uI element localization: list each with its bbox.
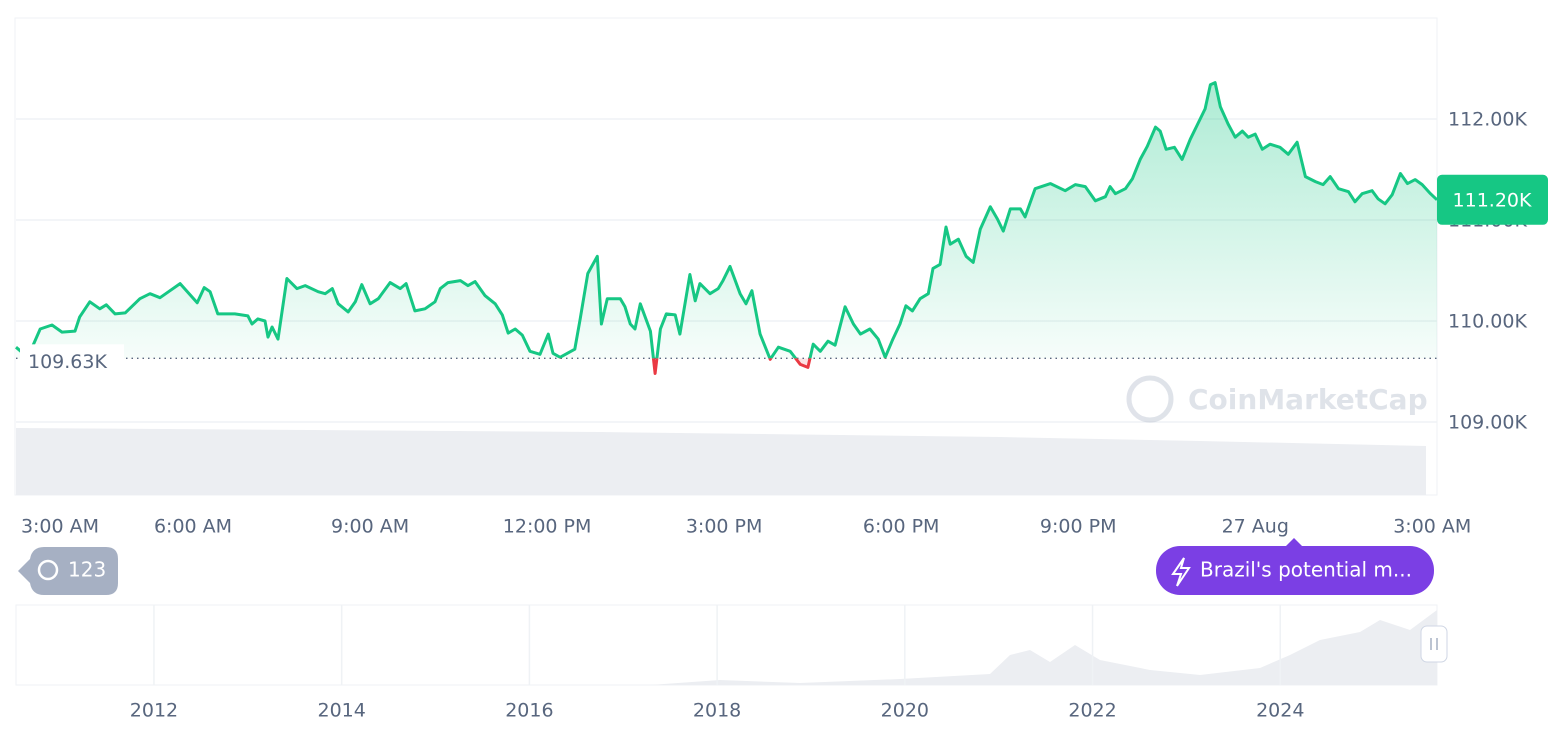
x-tick-label: 3:00 PM	[686, 516, 763, 538]
current-price-badge	[1437, 174, 1548, 225]
navigator-area	[16, 610, 1437, 685]
y-tick-label: 109.00K	[1448, 411, 1527, 433]
y-tick-label: 110.00K	[1448, 310, 1527, 332]
lightning-icon	[1171, 557, 1191, 587]
navigator-tick-label: 2020	[881, 700, 929, 722]
navigator-tick-label: 2016	[505, 700, 553, 722]
history-icon	[37, 559, 59, 581]
x-tick-label: 6:00 PM	[863, 516, 940, 538]
event-label: Brazil's potential m...	[1200, 558, 1412, 582]
navigator-tick-label: 2024	[1256, 700, 1304, 722]
x-tick-label: 6:00 AM	[154, 516, 232, 538]
watermark-logo	[1126, 375, 1174, 423]
current-price-label: 111.20K	[1453, 189, 1532, 211]
event-pointer	[1286, 538, 1302, 546]
price-line	[15, 81, 1439, 359]
y-tick-label: 112.00K	[1448, 108, 1527, 130]
navigator-tick-label: 2022	[1068, 700, 1116, 722]
navigator-tick-label: 2014	[318, 700, 366, 722]
x-tick-label: 27 Aug	[1222, 516, 1289, 538]
x-tick-label: 9:00 AM	[331, 516, 409, 538]
price-area	[16, 82, 1437, 359]
watermark: CoinMarketCap	[1126, 375, 1428, 423]
x-tick-label: 9:00 PM	[1040, 516, 1117, 538]
x-tick-label: 3:00 AM	[21, 516, 99, 538]
x-tick-label: 12:00 PM	[503, 516, 592, 538]
event-badge[interactable]	[1156, 546, 1434, 595]
navigator-tick-label: 2012	[130, 700, 178, 722]
navigator-tick-label: 2018	[693, 700, 741, 722]
navigator-handle[interactable]	[1420, 625, 1448, 663]
event-badge[interactable]	[18, 547, 118, 595]
volume-band	[16, 428, 1426, 495]
x-tick-label: 3:00 AM	[1393, 516, 1471, 538]
event-label: 123	[68, 558, 106, 582]
baseline-label-bg	[20, 344, 124, 373]
baseline-label: 109.63K	[28, 351, 107, 373]
watermark-text: CoinMarketCap	[1188, 383, 1428, 416]
